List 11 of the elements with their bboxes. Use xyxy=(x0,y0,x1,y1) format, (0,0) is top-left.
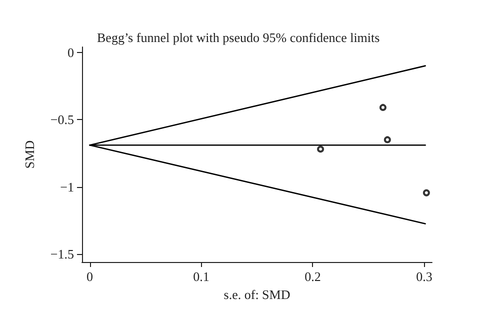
x-tick-label: 0.1 xyxy=(193,269,210,284)
x-tick-label: 0.3 xyxy=(416,269,432,284)
x-tick-label: 0 xyxy=(86,269,94,284)
chart-title: Begg’s funnel plot with pseudo 95% confidence limits xyxy=(97,30,380,45)
y-tick-label: 0 xyxy=(68,44,74,60)
y-tick-label: −0.5 xyxy=(50,112,74,128)
y-tick-label: −1 xyxy=(60,179,74,194)
y-tick-label: −1.5 xyxy=(50,246,74,262)
x-axis-title: s.e. of: SMD xyxy=(224,286,290,302)
x-tick-label: 0.2 xyxy=(304,269,321,284)
y-axis-title: SMD xyxy=(22,140,37,169)
